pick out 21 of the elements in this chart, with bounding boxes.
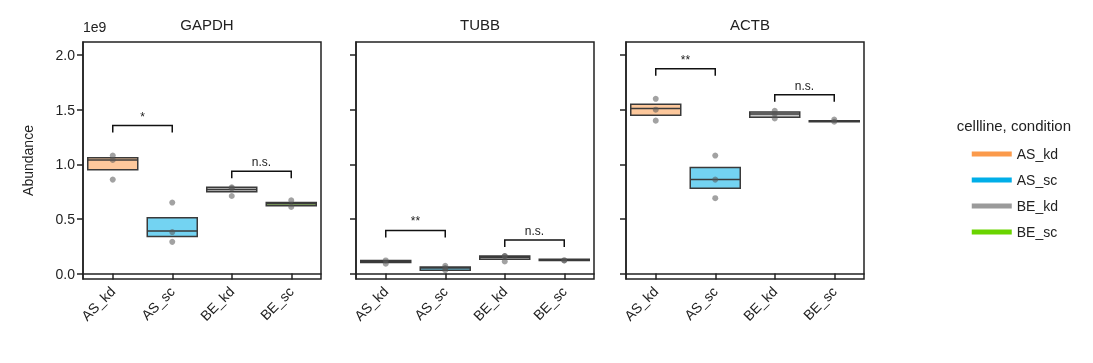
- annotation: n.s.: [251, 155, 272, 170]
- legend-label: AS_sc: [1016, 172, 1058, 188]
- legend-title: cellline, condition: [956, 117, 1072, 134]
- text: 1e9: [83, 19, 107, 35]
- y-tick-label: 1.0: [55, 156, 76, 173]
- y-tick-label: 1.5: [55, 101, 76, 118]
- y-tick-label: 0.0: [55, 265, 76, 282]
- y-tick-label: 2.0: [55, 47, 76, 64]
- legend-label: AS_kd: [1016, 146, 1058, 162]
- chart-title: GAPDH: [180, 16, 234, 33]
- annotation: n.s.: [794, 78, 815, 93]
- legend-label: BE_kd: [1016, 198, 1058, 214]
- annotation: *: [140, 109, 146, 124]
- chart-title: TUBB: [459, 16, 501, 33]
- annotation: **: [410, 214, 421, 229]
- y-tick-label: 0.5: [55, 210, 76, 227]
- chart-title: ACTB: [729, 16, 771, 33]
- legend-label: BE_sc: [1016, 224, 1058, 240]
- annotation: **: [680, 52, 691, 67]
- y-axis-title: Abundance: [20, 124, 36, 196]
- annotation: n.s.: [524, 224, 545, 239]
